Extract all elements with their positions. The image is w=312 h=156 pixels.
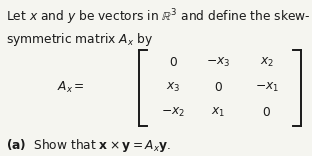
Text: $0$: $0$	[214, 81, 223, 94]
Text: $x_1$: $x_1$	[211, 106, 226, 119]
Text: $x_2$: $x_2$	[260, 56, 274, 69]
Text: $A_x =$: $A_x =$	[56, 80, 84, 95]
Text: $x_3$: $x_3$	[166, 81, 180, 94]
Text: $0$: $0$	[262, 106, 271, 119]
Text: $-x_2$: $-x_2$	[161, 106, 185, 119]
Text: symmetric matrix $A_x$ by: symmetric matrix $A_x$ by	[6, 31, 153, 48]
Text: $-x_3$: $-x_3$	[206, 56, 231, 69]
Text: Let $x$ and $y$ be vectors in $\mathbb{R}^3$ and define the skew-: Let $x$ and $y$ be vectors in $\mathbb{R…	[6, 8, 311, 27]
Text: $0$: $0$	[169, 56, 178, 69]
Text: $-x_1$: $-x_1$	[255, 81, 279, 94]
Text: $\mathbf{(a)}$  Show that $\mathbf{x} \times \mathbf{y} = A_x\mathbf{y}.$: $\mathbf{(a)}$ Show that $\mathbf{x} \ti…	[6, 137, 172, 154]
